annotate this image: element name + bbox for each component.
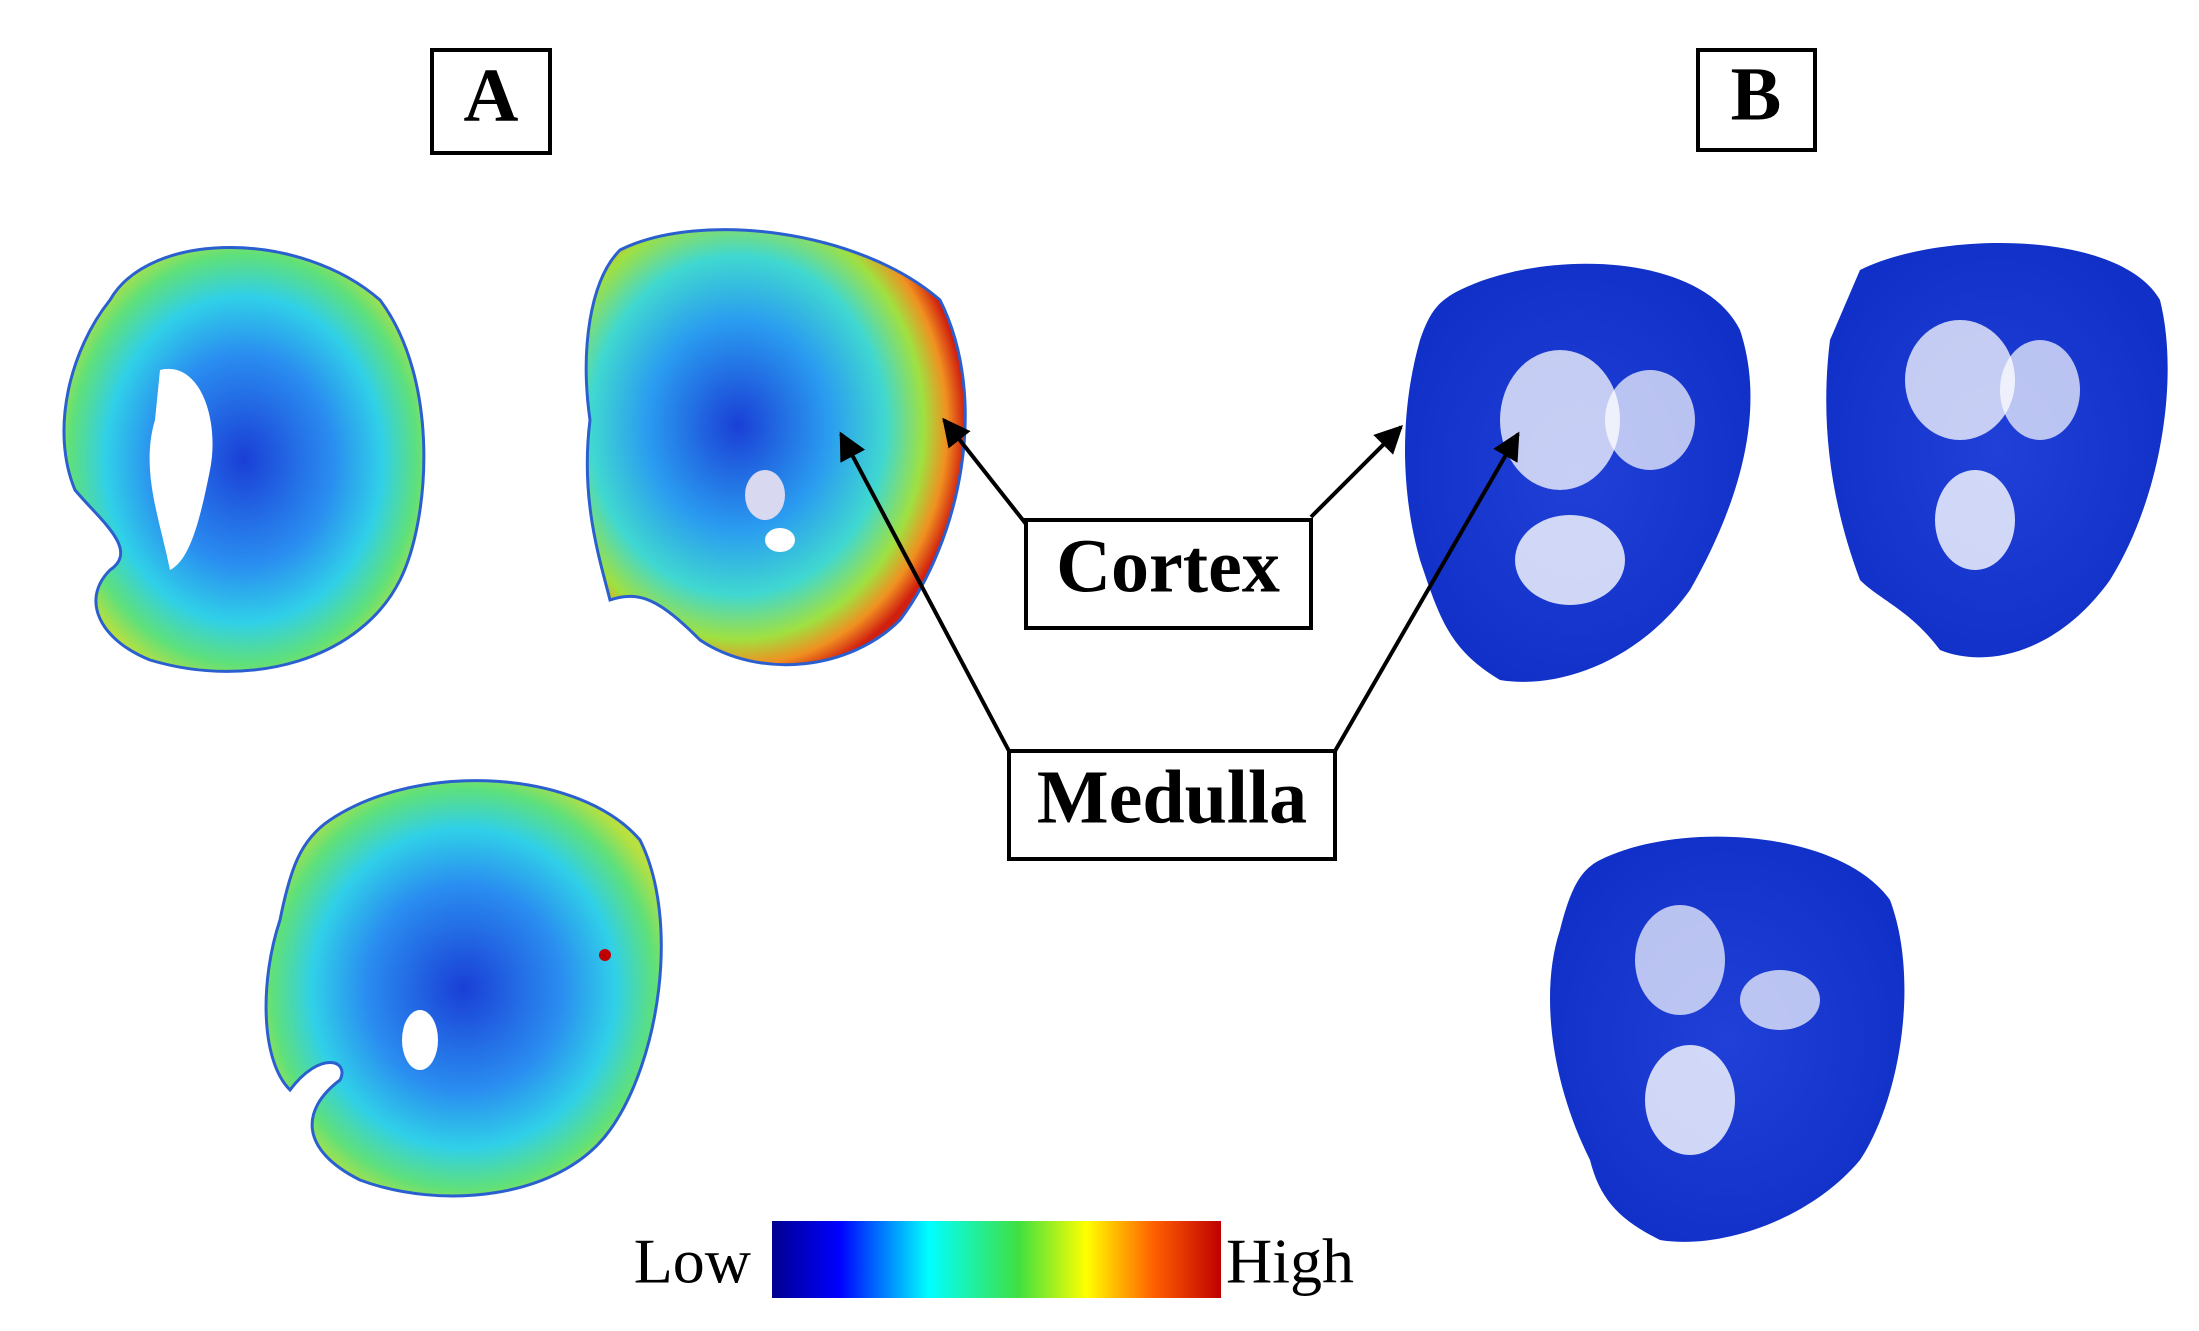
panel-label-box [1696,48,1817,152]
kidney-image [62,246,426,673]
annotation-label: Cortex [1056,524,1280,608]
colorbar [772,1221,1221,1298]
panel-label-box [430,48,552,155]
panel-label: A [464,53,519,137]
panel-label: B [1731,52,1782,136]
colorbar-low-label: Low [634,1226,751,1297]
kidney-image [1826,242,2168,658]
arrows [839,417,1520,752]
annotation-label: Medulla [1037,755,1307,839]
kidney-image [1550,836,1905,1242]
kidney-image [584,228,967,667]
annotation-box [1007,749,1337,861]
colorbar-high-label: High [1226,1226,1354,1297]
kidney-image [264,779,663,1198]
kidney-image [1405,263,1751,682]
annotation-box [1024,518,1313,630]
